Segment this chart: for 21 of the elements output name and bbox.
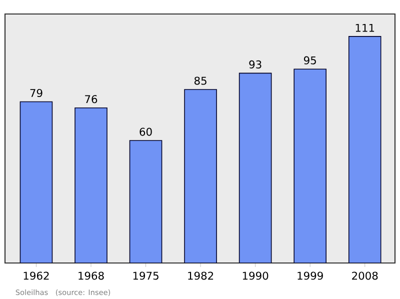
x-tick-label: 2008	[352, 272, 378, 280]
bar	[20, 102, 52, 263]
bar	[239, 73, 272, 263]
x-tick-label: 1975	[133, 272, 158, 280]
bar	[294, 69, 326, 263]
data-label: 79	[30, 88, 42, 98]
data-label: 60	[140, 128, 152, 136]
bar	[130, 140, 162, 263]
x-tick-label: 1982	[188, 272, 214, 280]
bar	[348, 36, 382, 263]
bar	[75, 108, 107, 263]
x-tick-label: 1962	[24, 272, 49, 280]
x-tick-label: 1968	[78, 272, 104, 280]
x-tick-label: 1990	[242, 272, 268, 280]
data-label: 76	[85, 95, 98, 104]
bar	[184, 90, 217, 263]
x-tick-label: 1999	[298, 272, 323, 280]
data-label: 93	[249, 60, 262, 68]
data-label: 85	[194, 76, 206, 85]
data-label: 95	[304, 56, 316, 64]
data-label: 111	[356, 24, 374, 32]
